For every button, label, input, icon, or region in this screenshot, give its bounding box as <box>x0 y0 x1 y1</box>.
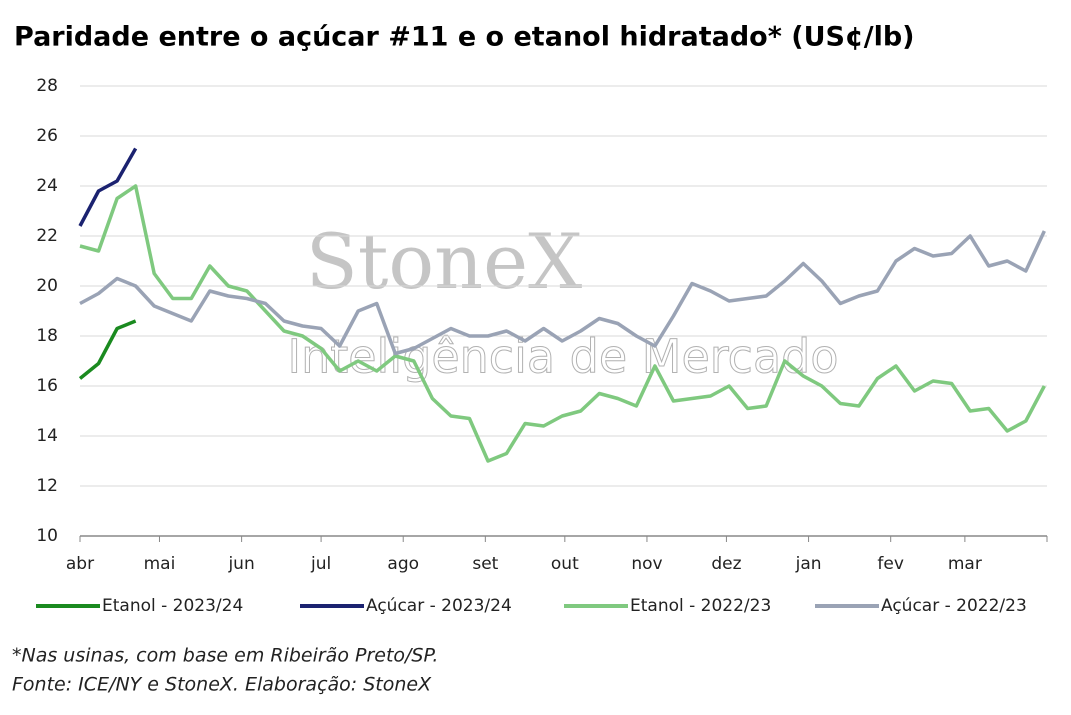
note: *Nas usinas, com base em Ribeirão Preto/… <box>12 645 438 667</box>
x-tick-label: ago <box>387 554 419 574</box>
legend-label: Etanol - 2022/23 <box>630 596 771 616</box>
line-series <box>78 147 138 227</box>
line-series <box>79 230 1046 356</box>
x-tick-label: mar <box>948 554 982 574</box>
x-tick-label: abr <box>66 554 94 574</box>
x-tick-label: nov <box>631 554 662 574</box>
x-tick-label: jun <box>227 554 254 574</box>
x-tick-label: dez <box>711 554 741 574</box>
note: Fonte: ICE/NY e StoneX. Elaboração: Ston… <box>12 674 432 696</box>
x-tick-label: jan <box>795 554 822 574</box>
y-tick-label: 16 <box>36 376 58 396</box>
x-tick-label: jul <box>310 554 331 574</box>
y-tick-label: 28 <box>36 76 58 96</box>
legend-label: Etanol - 2023/24 <box>102 596 243 616</box>
y-tick-label: 12 <box>36 476 58 496</box>
x-tick-label: mai <box>144 554 176 574</box>
watermark: StoneX <box>306 217 582 306</box>
y-tick-label: 20 <box>36 276 58 296</box>
y-tick-label: 10 <box>36 526 58 546</box>
x-tick-label: fev <box>877 554 904 574</box>
y-tick-label: 24 <box>36 176 58 196</box>
x-tick-label: out <box>551 554 579 574</box>
y-tick-label: 14 <box>36 426 58 446</box>
y-tick-label: 26 <box>36 126 58 146</box>
chart-title: Paridade entre o açúcar #11 e o etanol h… <box>14 22 915 53</box>
legend-label: Açúcar - 2022/23 <box>881 596 1027 616</box>
legend-label: Açúcar - 2023/24 <box>366 596 512 616</box>
line-series <box>79 184 1046 463</box>
watermark: Inteligência de Mercado <box>288 330 839 384</box>
y-tick-label: 22 <box>36 226 58 246</box>
line-series <box>78 319 137 380</box>
y-tick-label: 18 <box>36 326 58 346</box>
x-tick-label: set <box>472 554 498 574</box>
